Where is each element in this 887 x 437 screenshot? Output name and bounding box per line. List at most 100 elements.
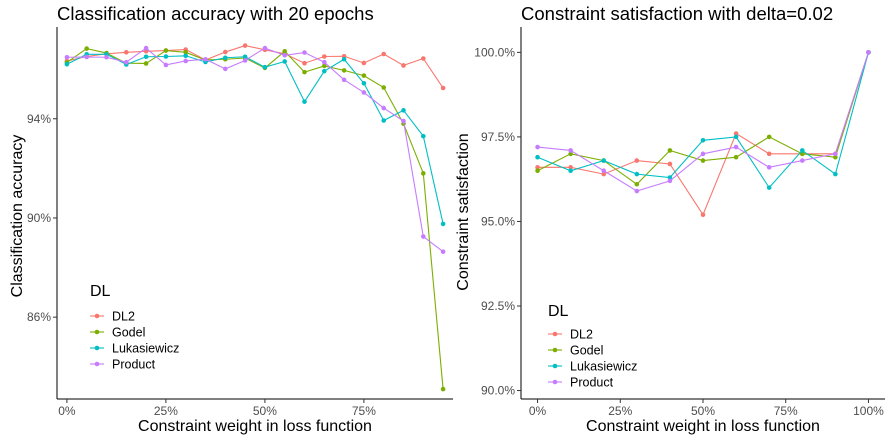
accuracy-y-tick-label: 86% [27, 310, 51, 324]
accuracy-x-tick-label: 50% [253, 404, 277, 418]
accuracy-point-dl2 [401, 63, 406, 68]
accuracy-point-lukasiewicz [163, 54, 169, 59]
accuracy-point-product [163, 62, 169, 68]
accuracy-point-godel [361, 73, 367, 78]
constraint-point-godel [766, 134, 772, 140]
accuracy-point-godel [183, 49, 188, 55]
accuracy-legend-item-dl2: DL2 [90, 310, 135, 324]
accuracy-point-dl2 [421, 56, 426, 61]
accuracy-point-product [64, 54, 70, 60]
accuracy-point-dl2 [302, 60, 307, 66]
accuracy-point-lukasiewicz [381, 118, 387, 123]
constraint-point-product [634, 188, 640, 194]
constraint-point-product [733, 144, 739, 150]
accuracy-point-dl2 [381, 51, 387, 57]
constraint-axes: 0% 25% 50% 75% 100% 90.0% 92.5% 95.0% 97.5% 100.0… [474, 27, 885, 418]
accuracy-point-godel [440, 386, 446, 392]
accuracy-point-product [84, 54, 89, 60]
accuracy-axes: 0% 25% 50% 75% 86% 90% 94% [27, 27, 453, 418]
accuracy-legend-label-lukasiewicz: Lukasiewicz [112, 342, 179, 356]
accuracy-point-dl2 [223, 49, 228, 55]
constraint-legend-item-dl2: DL2 [548, 328, 593, 342]
constraint-point-godel [667, 148, 673, 153]
accuracy-point-lukasiewicz [223, 55, 228, 61]
accuracy-series-lukasiewicz [64, 51, 446, 227]
accuracy-point-product [242, 58, 248, 63]
constraint-y-tick-label: 90.0% [481, 384, 515, 398]
accuracy-point-godel [322, 63, 327, 69]
constraint-legend-item-godel: Godel [548, 344, 603, 358]
accuracy-line-dl2 [66, 45, 444, 89]
constraint-series-godel [535, 50, 871, 187]
accuracy-y-axis-title: Classification accuracy [9, 135, 26, 298]
constraint-point-lukasiewicz [766, 185, 772, 190]
accuracy-point-product [183, 58, 188, 64]
accuracy-chart-panel: Classification accuracy with 20 epochs 0… [9, 3, 453, 435]
constraint-point-dl2 [535, 165, 540, 170]
constraint-point-lukasiewicz [733, 134, 739, 140]
constraint-x-tick-label: 100% [853, 404, 884, 418]
accuracy-point-godel [421, 171, 426, 176]
accuracy-point-godel [341, 68, 347, 73]
accuracy-line-lukasiewicz [66, 53, 444, 225]
accuracy-point-product [421, 234, 426, 239]
accuracy-legend-item-godel: Godel [90, 326, 145, 340]
accuracy-point-lukasiewicz [282, 59, 288, 64]
constraint-y-tick-label: 100.0% [474, 45, 515, 59]
accuracy-y-tick-label: 90% [27, 211, 51, 225]
accuracy-point-lukasiewicz [421, 133, 426, 139]
accuracy-legend-marker-lukasiewicz [94, 345, 100, 351]
constraint-series-lines [535, 50, 871, 217]
constraint-series-lukasiewicz [535, 50, 871, 190]
accuracy-point-lukasiewicz [401, 108, 406, 113]
accuracy-x-tick-label: 0% [58, 404, 76, 418]
accuracy-chart-title: Classification accuracy with 20 epochs [57, 3, 374, 24]
accuracy-point-godel [381, 85, 387, 90]
constraint-legend-marker-lukasiewicz [552, 363, 558, 369]
constraint-point-lukasiewicz [833, 171, 838, 177]
accuracy-point-dl2 [143, 49, 149, 54]
accuracy-legend: DL DL2 Godel Lukasiewicz Product [90, 283, 179, 372]
constraint-legend-label-dl2: DL2 [570, 328, 593, 342]
accuracy-point-product [104, 54, 109, 60]
accuracy-legend-title: DL [90, 283, 111, 300]
constraint-x-tick-label: 50% [691, 404, 715, 418]
constraint-legend-marker-godel [552, 347, 558, 353]
accuracy-x-tick-label: 25% [154, 404, 178, 418]
constraint-series-product [535, 50, 871, 194]
constraint-y-tick-label: 95.0% [481, 214, 515, 228]
accuracy-point-lukasiewicz [242, 54, 248, 60]
accuracy-point-lukasiewicz [262, 64, 268, 70]
accuracy-point-godel [302, 69, 307, 75]
accuracy-legend-label-product: Product [112, 358, 156, 372]
constraint-point-dl2 [700, 212, 706, 217]
accuracy-point-lukasiewicz [322, 68, 327, 74]
accuracy-point-lukasiewicz [361, 80, 367, 86]
constraint-point-dl2 [766, 151, 772, 157]
accuracy-point-lukasiewicz [183, 53, 188, 59]
constraint-x-tick-label: 25% [608, 404, 632, 418]
constraint-point-dl2 [568, 165, 573, 170]
accuracy-point-product [203, 56, 208, 62]
accuracy-legend-label-dl2: DL2 [112, 310, 135, 324]
accuracy-point-lukasiewicz [143, 54, 149, 60]
accuracy-point-product [361, 90, 367, 95]
accuracy-legend-label-godel: Godel [112, 326, 145, 340]
constraint-point-product [866, 50, 871, 55]
constraint-point-godel [535, 168, 540, 174]
constraint-point-lukasiewicz [601, 158, 607, 163]
constraint-legend-marker-product [552, 379, 558, 385]
constraint-point-dl2 [733, 131, 739, 136]
accuracy-point-godel [163, 48, 169, 53]
constraint-legend-title: DL [548, 303, 569, 320]
constraint-line-dl2 [537, 52, 869, 216]
constraint-point-godel [700, 158, 706, 163]
accuracy-point-product [302, 50, 307, 55]
accuracy-point-product [143, 45, 149, 51]
accuracy-point-product [322, 59, 327, 65]
accuracy-point-product [381, 105, 387, 111]
accuracy-series-product [64, 45, 446, 254]
constraint-legend-item-product: Product [548, 376, 614, 390]
accuracy-point-product [440, 249, 446, 254]
